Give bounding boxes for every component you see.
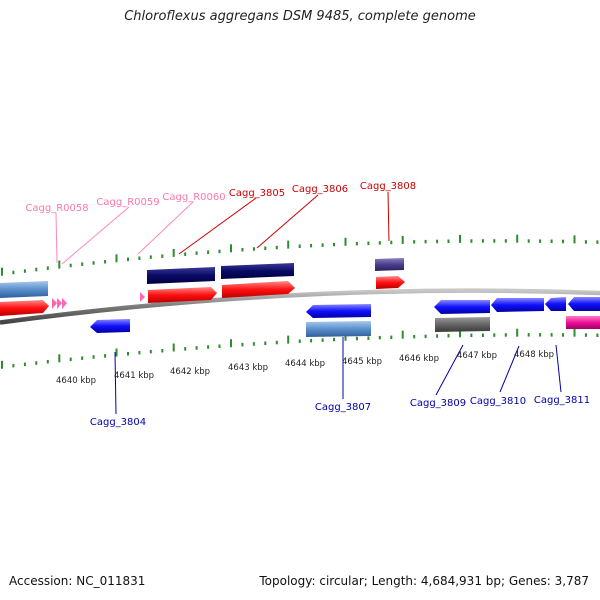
gene-arrow-reverse[interactable] — [434, 300, 490, 314]
leader-line — [387, 191, 390, 242]
gene-arrow-reverse[interactable] — [90, 319, 130, 333]
gene-arrow-forward[interactable] — [376, 276, 405, 289]
rna-marker[interactable] — [57, 298, 62, 309]
genome-summary-text: Topology: circular; Length: 4,684,931 bp… — [259, 574, 589, 588]
scale-label: 4646 kbp — [399, 354, 439, 364]
feature-label-rna[interactable]: Cagg_R0059 — [96, 197, 159, 208]
rna-marker[interactable] — [52, 298, 57, 309]
leader-line — [114, 351, 117, 415]
tick-ruler-upper — [1, 234, 599, 276]
scale-label: 4640 kbp — [56, 376, 96, 386]
feature-label-gene[interactable]: Cagg_3806 — [292, 184, 348, 195]
feature-strip-steelblue[interactable] — [306, 321, 371, 337]
leader-line — [178, 197, 257, 255]
scale-label: 4642 kbp — [170, 367, 210, 377]
leader-line — [499, 345, 520, 393]
gene-arrow-reverse[interactable] — [306, 304, 371, 318]
feature-label-rna[interactable]: Cagg_R0060 — [162, 192, 225, 203]
tick-ruler-lower — [1, 328, 599, 369]
feature-label-gene[interactable]: Cagg_3807 — [315, 402, 371, 413]
leader-line — [137, 201, 194, 255]
scale-label: 4643 kbp — [228, 363, 268, 373]
feature-strip-purple[interactable] — [375, 258, 404, 271]
feature-strip-gray[interactable] — [435, 317, 490, 332]
feature-label-gene[interactable]: Cagg_3811 — [534, 395, 590, 406]
leader-line — [555, 344, 562, 393]
rna-marker[interactable] — [62, 298, 67, 309]
rna-marker[interactable] — [140, 292, 145, 302]
leader-line — [256, 194, 319, 249]
feature-strip-steelblue[interactable] — [0, 281, 48, 298]
scale-label: 4647 kbp — [457, 351, 497, 361]
gene-arrow-reverse[interactable] — [545, 297, 566, 311]
feature-label-gene[interactable]: Cagg_3810 — [470, 396, 526, 407]
scale-label: 4644 kbp — [285, 359, 325, 369]
feature-label-rna[interactable]: Cagg_R0058 — [25, 203, 88, 214]
feature-label-gene[interactable]: Cagg_3805 — [229, 188, 285, 199]
feature-strip-navy[interactable] — [147, 267, 215, 284]
gene-arrow-forward[interactable] — [222, 281, 295, 298]
page-title: Chloroflexus aggregans DSM 9485, complet… — [124, 9, 476, 24]
leader-line — [61, 206, 130, 265]
scale-label: 4648 kbp — [514, 350, 554, 360]
leader-line — [435, 344, 464, 396]
feature-label-gene[interactable]: Cagg_3808 — [360, 181, 416, 192]
leader-lines — [55, 191, 562, 415]
feature-track — [0, 258, 600, 337]
gene-arrow-reverse[interactable] — [568, 297, 600, 311]
scale-label: 4641 kbp — [114, 371, 154, 381]
feature-strip-magenta[interactable] — [566, 316, 600, 329]
gene-arrow-reverse[interactable] — [491, 298, 544, 312]
feature-label-gene[interactable]: Cagg_3804 — [90, 417, 146, 428]
scale-label: 4645 kbp — [342, 357, 382, 367]
gene-arrow-forward[interactable] — [0, 300, 49, 316]
feature-label-gene[interactable]: Cagg_3809 — [410, 398, 466, 409]
accession-text: Accession: NC_011831 — [9, 574, 146, 588]
gene-arrow-forward[interactable] — [148, 287, 217, 303]
leader-line — [55, 212, 58, 264]
genome-backbone — [0, 288, 600, 325]
feature-strip-navy[interactable] — [221, 263, 294, 279]
